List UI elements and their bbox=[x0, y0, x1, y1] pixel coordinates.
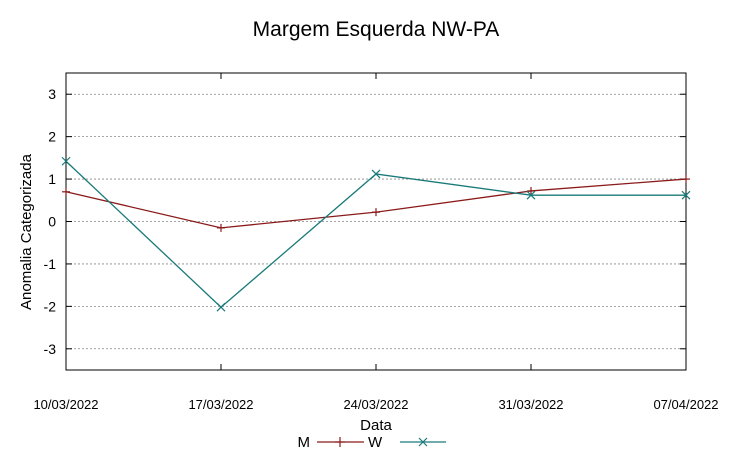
data-point-w bbox=[526, 190, 536, 200]
y-tick-label: -3 bbox=[44, 341, 57, 357]
data-point-w bbox=[216, 302, 226, 312]
legend-label-w: W bbox=[368, 434, 383, 451]
x-tick-label: 31/03/2022 bbox=[498, 397, 563, 412]
data-point-m bbox=[217, 223, 225, 232]
data-point-m bbox=[372, 208, 380, 217]
y-tick-label: 0 bbox=[48, 214, 56, 230]
x-tick-label: 07/04/2022 bbox=[653, 397, 718, 412]
data-point-m bbox=[62, 187, 70, 196]
x-axis-ticks: 10/03/2022 17/03/2022 24/03/2022 31/03/2022… bbox=[33, 73, 719, 412]
x-tick-label: 17/03/2022 bbox=[188, 397, 253, 412]
series-line-m bbox=[65, 178, 687, 229]
data-point-w bbox=[371, 169, 381, 179]
data-point-w bbox=[61, 156, 71, 166]
data-point-m bbox=[527, 186, 535, 195]
legend: M W bbox=[298, 434, 446, 451]
x-tick-label: 10/03/2022 bbox=[33, 397, 98, 412]
x-tick-label: 24/03/2022 bbox=[343, 397, 408, 412]
y-tick-label: -2 bbox=[44, 298, 57, 314]
y-tick-label: 2 bbox=[48, 129, 56, 145]
legend-marker-w bbox=[418, 437, 428, 447]
chart-title: Margem Esquerda NW-PA bbox=[253, 18, 500, 41]
y-tick-label: 1 bbox=[48, 171, 56, 187]
grid-lines bbox=[66, 93, 686, 350]
data-point-w bbox=[681, 190, 691, 200]
legend-marker-m bbox=[335, 437, 345, 447]
series-line-w bbox=[65, 160, 686, 309]
legend-label-m: M bbox=[298, 434, 311, 451]
y-tick-label: -1 bbox=[44, 256, 57, 272]
y-tick-label: 3 bbox=[48, 86, 56, 102]
series-layer bbox=[61, 156, 691, 312]
data-point-m bbox=[682, 175, 690, 184]
x-axis-label: Data bbox=[360, 417, 392, 434]
y-axis-label: Anomalia Categorizada bbox=[18, 153, 35, 310]
